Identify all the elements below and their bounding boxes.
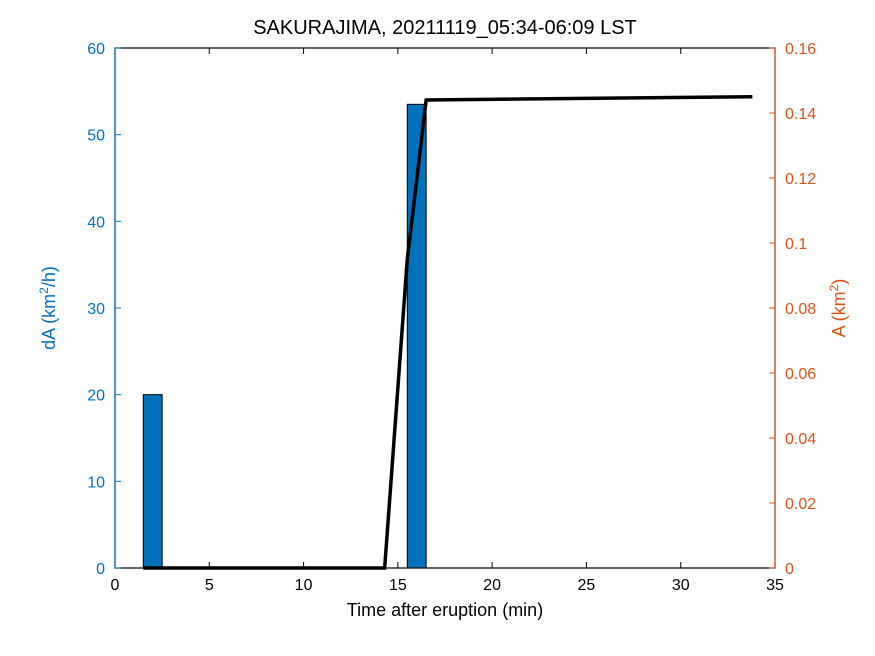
y-left-tick-label: 20: [87, 388, 105, 405]
y-right-tick-label: 0.06: [785, 366, 816, 383]
y-left-tick-label: 60: [87, 41, 105, 58]
chart-svg: 0 5 10 15 20 25 30 35 Time after eruption (min) 0…: [0, 0, 875, 656]
x-tick-label: 10: [295, 577, 313, 594]
x-tick-label: 0: [111, 577, 120, 594]
y-left-tick-label: 30: [87, 301, 105, 318]
y-right-tick-label: 0.12: [785, 171, 816, 188]
chart-title: SAKURAJIMA, 20211119_05:34-06:09 LST: [253, 17, 637, 39]
y-right-tick-label: 0.08: [785, 301, 816, 318]
y-left-label-group: dA (km2/h): [37, 266, 59, 350]
x-tick-label: 25: [578, 577, 596, 594]
y-right-tick-label: 0.02: [785, 496, 816, 513]
bar: [143, 395, 162, 568]
y-right-tick-label: 0.14: [785, 106, 816, 123]
x-tick-label: 15: [389, 577, 407, 594]
y-right-tick-label: 0.04: [785, 431, 816, 448]
x-tick-label: 30: [672, 577, 690, 594]
x-tick-label: 20: [483, 577, 501, 594]
y-left-axis-label: dA (km2/h): [37, 266, 59, 350]
y-left-tick-label: 50: [87, 128, 105, 145]
y-left-tick-label: 10: [87, 474, 105, 491]
y-left-tick-label: 0: [96, 561, 105, 578]
y-right-tick-label: 0: [785, 561, 794, 578]
chart-container: 0 5 10 15 20 25 30 35 Time after eruption (min) 0…: [0, 0, 875, 656]
x-tick-label: 35: [766, 577, 784, 594]
x-tick-label: 5: [205, 577, 214, 594]
y-right-tick-label: 0.16: [785, 41, 816, 58]
y-left-tick-label: 40: [87, 214, 105, 231]
plot-area: [115, 48, 775, 568]
y-right-tick-label: 0.1: [785, 236, 807, 253]
x-axis-label: Time after eruption (min): [347, 600, 543, 620]
